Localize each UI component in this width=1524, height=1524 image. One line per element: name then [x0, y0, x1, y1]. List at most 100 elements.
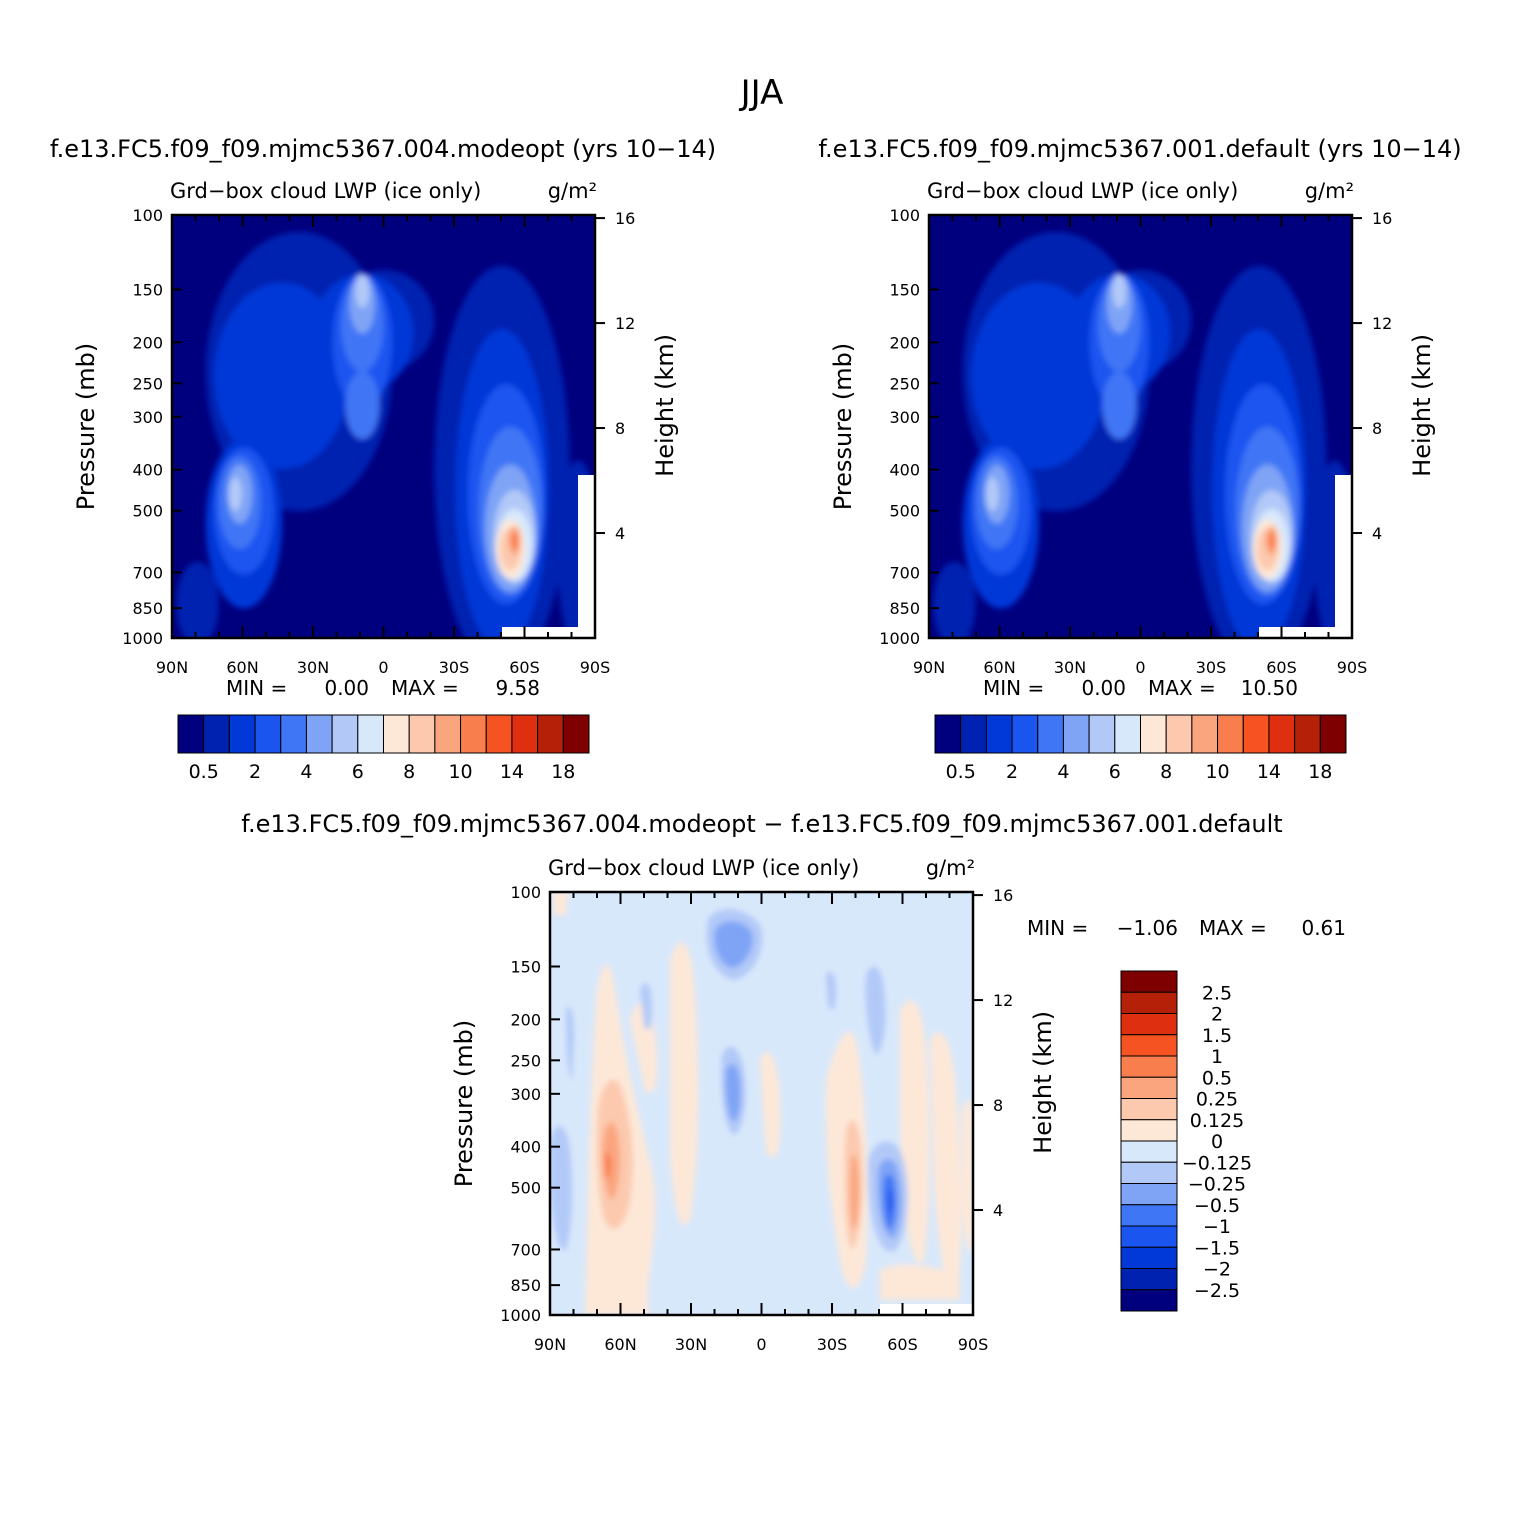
- colorbar-label: 18: [551, 761, 575, 783]
- lat-tick-label: 90S: [958, 1335, 989, 1354]
- colorbar-label: 0.5: [946, 761, 976, 783]
- y-axis-label-pressure: Pressure (mb): [829, 343, 857, 510]
- colorbar-box: [228, 714, 256, 754]
- pressure-tick-label: 850: [132, 599, 163, 618]
- colorbar-box: [1120, 1204, 1178, 1227]
- height-tick-label: 8: [1372, 419, 1382, 438]
- contour-level-1: [176, 561, 219, 638]
- contour-level-11: [511, 532, 519, 550]
- panel-c-min-label: MIN =: [1027, 916, 1088, 940]
- contour-level-6: [1112, 274, 1127, 309]
- colorbar-label: −0.125: [1182, 1152, 1252, 1174]
- colorbar-box: [177, 714, 205, 754]
- panel-a-units: g/m²: [548, 179, 597, 203]
- contour-pos-0.5: [602, 1122, 620, 1200]
- panel-c-min-value: −1.06: [1117, 916, 1178, 940]
- colorbar-label: 0: [1211, 1131, 1223, 1153]
- colorbar-label: 8: [403, 761, 415, 783]
- lat-tick-label: 60N: [983, 658, 1015, 677]
- colorbar-label: −0.25: [1188, 1174, 1246, 1196]
- colorbar-box: [562, 714, 590, 754]
- panel-b-units: g/m²: [1305, 179, 1354, 203]
- y-axis-label-height: Height (km): [1029, 1011, 1057, 1154]
- height-tick-label: 12: [615, 314, 635, 333]
- lat-tick-label: 90S: [580, 658, 611, 677]
- panel-c-variable: Grd−box cloud LWP (ice only): [548, 856, 859, 880]
- pressure-tick-label: 1000: [879, 629, 920, 648]
- colorbar-box: [1165, 714, 1193, 754]
- lat-tick-label: 30S: [817, 1335, 848, 1354]
- contour-neg-0.125: [566, 1006, 574, 1080]
- colorbar-box: [1120, 1246, 1178, 1269]
- pressure-tick-label: 200: [889, 333, 920, 352]
- panel-a-variable: Grd−box cloud LWP (ice only): [170, 179, 481, 203]
- contour-level-1: [933, 561, 976, 638]
- lat-tick-label: 0: [1135, 658, 1145, 677]
- panel-c-case-title: f.e13.FC5.f09_f09.mjmc5367.004.modeopt −…: [241, 810, 1282, 838]
- panel-c-max-label: MAX =: [1199, 916, 1267, 940]
- colorbar-label: 6: [352, 761, 364, 783]
- colorbar-label: −2: [1203, 1259, 1231, 1281]
- colorbar-label: 0.5: [189, 761, 219, 783]
- panel-b-min-value: 0.00: [1081, 676, 1126, 700]
- contour-level-11: [1268, 532, 1276, 550]
- colorbar-box: [1140, 714, 1167, 754]
- contour-neg-0.25: [714, 921, 753, 968]
- colorbar-label: −1: [1203, 1216, 1231, 1238]
- colorbar-label: 18: [1308, 761, 1332, 783]
- lat-tick-label: 0: [756, 1335, 766, 1354]
- height-tick-label: 16: [615, 209, 635, 228]
- contour-level-6: [355, 274, 370, 309]
- colorbar-label: 0.125: [1190, 1110, 1244, 1132]
- pressure-tick-label: 850: [889, 599, 920, 618]
- colorbar-label: −0.5: [1194, 1195, 1240, 1217]
- colorbar-box: [960, 714, 987, 754]
- lat-tick-label: 90N: [534, 1335, 566, 1354]
- contour-level-4: [345, 371, 380, 440]
- height-tick-label: 16: [993, 886, 1013, 905]
- height-tick-label: 4: [615, 524, 625, 543]
- colorbar-label: 10: [1205, 761, 1229, 783]
- colorbar-box: [1217, 714, 1244, 754]
- pressure-tick-label: 400: [889, 461, 920, 480]
- pressure-tick-label: 200: [510, 1010, 541, 1029]
- colorbar-box: [254, 714, 282, 754]
- colorbar-label: 2: [1211, 1004, 1223, 1026]
- y-axis-label-height: Height (km): [651, 334, 679, 477]
- colorbar-box: [1120, 1161, 1178, 1184]
- contour-level-6: [229, 477, 242, 512]
- colorbar-label: 0.5: [1202, 1067, 1232, 1089]
- colorbar-box: [1120, 1119, 1178, 1142]
- panel-modeopt: f.e13.FC5.f09_f09.mjmc5367.004.modeopt (…: [50, 135, 716, 783]
- colorbar-box: [1120, 1013, 1178, 1036]
- lat-tick-label: 0: [378, 658, 388, 677]
- pressure-tick-label: 400: [510, 1138, 541, 1157]
- pressure-tick-label: 250: [510, 1051, 541, 1070]
- colorbar-box: [305, 714, 333, 754]
- pressure-tick-label: 300: [510, 1085, 541, 1104]
- colorbar-box: [1011, 714, 1039, 754]
- height-tick-label: 4: [1372, 524, 1382, 543]
- colorbar-label: 1: [1211, 1046, 1223, 1068]
- panel-b-case-title: f.e13.FC5.f09_f09.mjmc5367.001.default (…: [818, 135, 1461, 163]
- colorbar-label: 14: [500, 761, 524, 783]
- contour-neg-0.125: [550, 1126, 573, 1251]
- colorbar-box: [1319, 714, 1347, 754]
- contour-neg-0.125: [640, 982, 652, 1030]
- colorbar-box: [485, 714, 513, 754]
- lat-tick-label: 60N: [226, 658, 258, 677]
- colorbar-box: [1120, 1140, 1178, 1163]
- pressure-tick-label: 150: [510, 957, 541, 976]
- lat-tick-label: 30N: [675, 1335, 707, 1354]
- colorbar-box: [1268, 714, 1296, 754]
- lat-tick-label: 60S: [887, 1335, 918, 1354]
- colorbar-box: [1120, 1055, 1178, 1078]
- lat-tick-label: 90N: [913, 658, 945, 677]
- colorbar-label: 2: [249, 761, 261, 783]
- contour-pos-0.125: [880, 1264, 960, 1300]
- pressure-tick-label: 700: [510, 1240, 541, 1259]
- pressure-tick-label: 500: [510, 1179, 541, 1198]
- pressure-tick-label: 1000: [500, 1306, 541, 1325]
- height-tick-label: 12: [1372, 314, 1392, 333]
- lat-tick-label: 30S: [439, 658, 470, 677]
